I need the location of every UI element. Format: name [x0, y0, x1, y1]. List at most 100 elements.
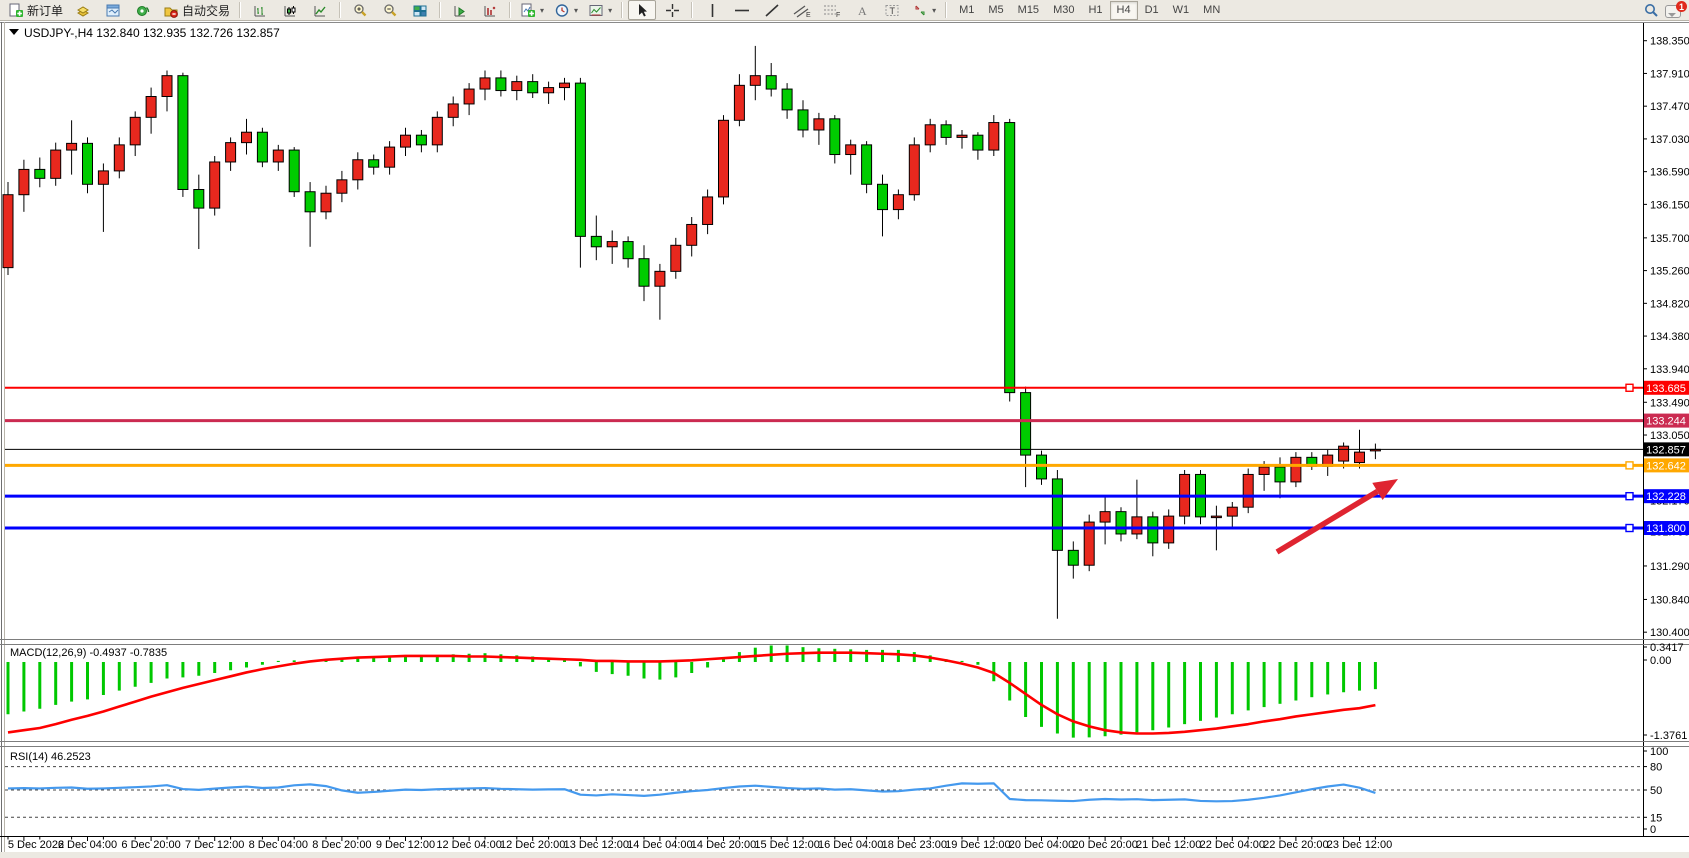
svg-text:USDJPY-,H4 132.840 132.935 13: USDJPY-,H4 132.840 132.935 132.726 132.8…	[24, 26, 280, 40]
candlestick-chart-icon	[284, 5, 296, 16]
timeframe-button-m30[interactable]: M30	[1053, 4, 1075, 16]
chevron-down-icon: ▾	[540, 5, 545, 15]
bar-chart-button[interactable]	[246, 0, 274, 20]
svg-text:E: E	[806, 12, 811, 18]
fibonacci-icon: F	[824, 5, 840, 18]
bar-chart-icon	[254, 5, 266, 16]
svg-text:F: F	[836, 12, 840, 18]
toolbar-right-group: 1	[1643, 1, 1687, 18]
price-badge	[1644, 442, 1689, 457]
price-badge	[1644, 380, 1689, 395]
timeframe-button-h1[interactable]: H1	[1088, 4, 1103, 16]
timeframe-button-w1[interactable]: W1	[1172, 4, 1190, 16]
vertical-line-icon	[711, 3, 713, 17]
chevron-down-icon: ▾	[574, 5, 579, 15]
svg-text:18 Dec 23:00: 18 Dec 23:00	[882, 839, 947, 851]
autotrading-label: 自动交易	[182, 3, 231, 18]
chart-shift-icon	[484, 5, 496, 16]
trendline-button[interactable]	[758, 0, 786, 20]
svg-text:15 Dec 12:00: 15 Dec 12:00	[754, 839, 819, 851]
autotrading-button[interactable]: 自动交易	[159, 0, 234, 20]
tile-windows-button[interactable]	[406, 0, 434, 20]
auto-scroll-icon	[454, 5, 466, 16]
line-handle[interactable]	[1625, 523, 1634, 533]
rsi-panel: RSI(14) 46.2523 100 80 50 150	[5, 746, 1668, 836]
horizontal-line-button[interactable]	[728, 0, 756, 20]
cursor-icon	[639, 3, 648, 16]
main-toolbar: 新订单 自动交易 ▾ ▾	[0, 0, 1689, 21]
timeframe-button-m5[interactable]: M5	[988, 4, 1004, 16]
timeframe-button-group: M1 M5 M15 M30 H1 H4 D1 W1 MN	[952, 0, 1227, 20]
svg-text:131.290: 131.290	[1650, 561, 1689, 573]
svg-text:23 Dec 12:00: 23 Dec 12:00	[1327, 839, 1392, 851]
zoom-out-icon	[384, 3, 397, 16]
timeframe-button-m1[interactable]: M1	[959, 4, 975, 16]
zoom-out-button[interactable]	[376, 0, 404, 20]
alerts-button[interactable]: 1	[1665, 1, 1687, 18]
svg-text:136.590: 136.590	[1650, 167, 1689, 179]
text-label-button[interactable]: T	[878, 0, 906, 20]
svg-text:12 Dec 20:00: 12 Dec 20:00	[500, 839, 565, 851]
svg-text:133.685: 133.685	[1646, 383, 1686, 395]
market-watch-icon	[77, 5, 89, 17]
new-chart-dropdown[interactable]: ▾	[516, 0, 548, 20]
navigator-button[interactable]	[129, 0, 157, 20]
chart-shift-button[interactable]	[476, 0, 504, 20]
period-clock-icon	[555, 3, 569, 17]
auto-scroll-button[interactable]	[446, 0, 474, 20]
candles-layer	[2, 45, 1381, 619]
timeframe-button-mn[interactable]: MN	[1203, 4, 1221, 16]
toolbar-separator	[691, 2, 694, 18]
price-badge	[1644, 458, 1689, 473]
svg-text:133.940: 133.940	[1650, 364, 1689, 376]
svg-text:133.490: 133.490	[1650, 397, 1689, 409]
svg-text:22 Dec 04:00: 22 Dec 04:00	[1200, 839, 1265, 851]
collapse-icon[interactable]	[9, 29, 19, 35]
equidistant-channel-icon: E	[793, 4, 811, 18]
line-handle[interactable]	[1625, 383, 1634, 392]
text-label-icon: T	[885, 4, 899, 16]
chevron-down-icon: ▾	[608, 5, 613, 15]
vertical-line-button[interactable]	[698, 0, 726, 20]
line-handle[interactable]	[1625, 461, 1634, 470]
new-order-button[interactable]: 新订单	[4, 0, 67, 20]
search-icon[interactable]	[1643, 2, 1659, 18]
fibonacci-button[interactable]: F	[818, 0, 846, 20]
svg-text:137.470: 137.470	[1650, 101, 1689, 113]
template-dropdown[interactable]: ▾	[584, 0, 616, 20]
line-handle[interactable]	[1625, 491, 1634, 501]
toolbar-separator	[339, 2, 342, 18]
candlestick-chart-button[interactable]	[276, 0, 304, 20]
svg-text:134.380: 134.380	[1650, 331, 1689, 343]
equidistant-channel-button[interactable]: E	[788, 0, 816, 20]
data-window-button[interactable]	[99, 0, 127, 20]
navigator-icon	[137, 5, 150, 16]
timeframe-button-h4[interactable]: H4	[1109, 0, 1138, 20]
chart-title: USDJPY-,H4 132.840 132.935 132.726 132.8…	[9, 26, 280, 40]
annotation-arrow	[1275, 479, 1398, 555]
crosshair-button[interactable]	[658, 0, 686, 20]
market-watch-button[interactable]	[69, 0, 97, 20]
zoom-in-button[interactable]	[346, 0, 374, 20]
svg-text:137.910: 137.910	[1650, 68, 1689, 80]
svg-text:14 Dec 04:00: 14 Dec 04:00	[627, 839, 692, 851]
svg-text:50: 50	[1650, 785, 1662, 797]
svg-text:6 Dec 20:00: 6 Dec 20:00	[121, 839, 180, 851]
timeframe-button-m15[interactable]: M15	[1017, 4, 1040, 16]
period-dropdown[interactable]: ▾	[550, 0, 582, 20]
text-button[interactable]: A	[848, 0, 876, 20]
toolbar-separator	[945, 2, 948, 18]
cursor-button[interactable]	[628, 0, 657, 20]
arrows-dropdown[interactable]: ▾	[908, 0, 940, 20]
svg-text:138.350: 138.350	[1650, 36, 1689, 48]
line-chart-button[interactable]	[306, 0, 334, 20]
timeframe-button-d1[interactable]: D1	[1144, 4, 1159, 16]
line-chart-icon	[314, 5, 326, 16]
svg-text:12 Dec 04:00: 12 Dec 04:00	[436, 839, 501, 851]
svg-text:15: 15	[1650, 812, 1662, 824]
rsi-label: RSI(14) 46.2523	[10, 751, 91, 763]
price-badge	[1644, 489, 1689, 504]
